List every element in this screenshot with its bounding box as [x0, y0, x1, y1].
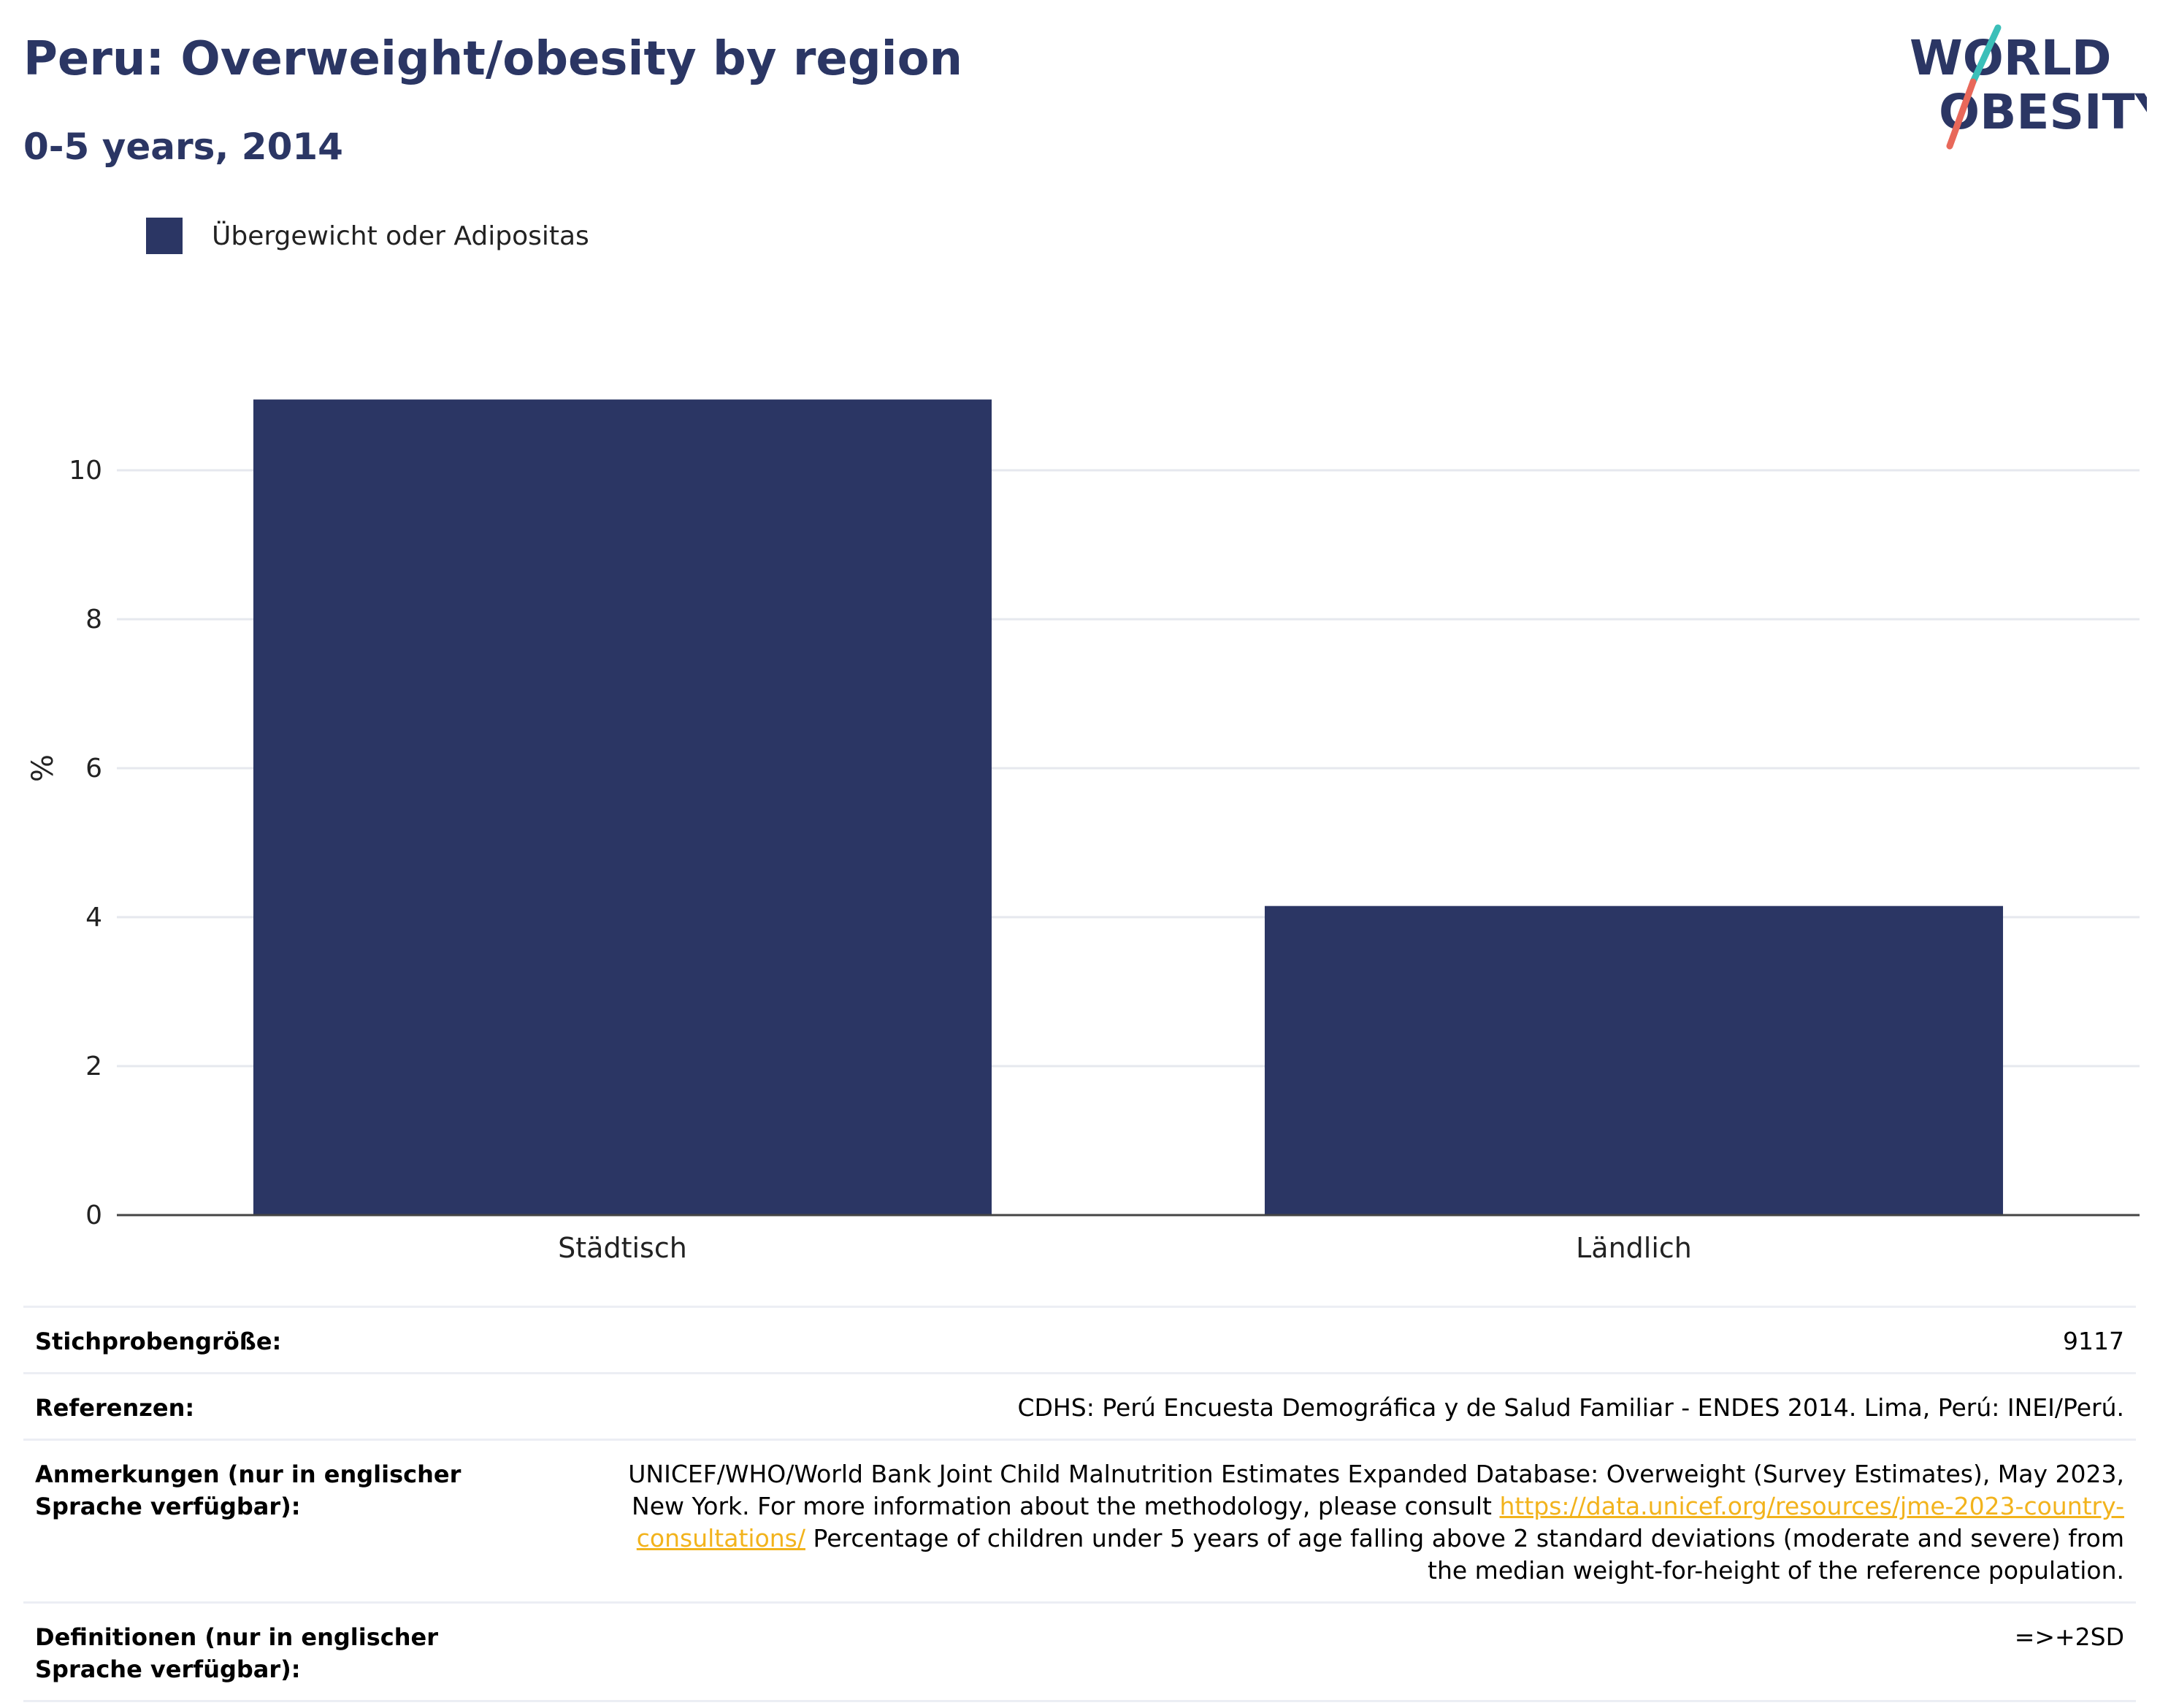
info-row-notes: Anmerkungen (nur in englischer Sprache v…: [23, 1439, 2136, 1601]
references-value: CDHS: Perú Encuesta Demográfica y de Sal…: [1017, 1393, 2124, 1422]
bar: [253, 399, 992, 1215]
definitions-value: =>+2SD: [2014, 1623, 2124, 1651]
chart-subtitle: 0-5 years, 2014: [23, 126, 343, 168]
notes-text-2: Percentage of children under 5 years of …: [813, 1524, 2125, 1585]
y-tick-label: 4: [85, 903, 102, 932]
logo-word-world: WORLD: [1910, 30, 2112, 86]
bar-chart: 0 2 4 6 8 10 Städtisch Ländlich%: [26, 399, 2140, 1264]
notes-value: UNICEF/WHO/World Bank Joint Child Malnut…: [605, 1458, 2124, 1587]
legend[interactable]: Übergewicht oder Adipositas: [146, 218, 589, 254]
logo-slash-bottom: [1946, 78, 1977, 150]
notes-text-1: UNICEF/WHO/World Bank Joint Child Malnut…: [628, 1460, 2124, 1520]
sample-size-label: Stichprobengröße:: [35, 1328, 282, 1355]
x-tick-label: Ländlich: [1576, 1232, 1692, 1264]
bar: [1264, 905, 2004, 1215]
y-tick-label: 6: [85, 754, 102, 784]
legend-swatch: [146, 218, 183, 254]
legend-label: Übergewicht oder Adipositas: [212, 221, 589, 251]
info-row-references: Referenzen: CDHS: Perú Encuesta Demográf…: [23, 1372, 2136, 1439]
y-tick-label: 0: [85, 1200, 102, 1230]
notes-label: Anmerkungen (nur in englischer Sprache v…: [35, 1460, 462, 1520]
notes-link[interactable]: https://data.unicef.org/resources/jme-20…: [636, 1492, 2124, 1552]
x-tick-label: Städtisch: [558, 1232, 687, 1264]
info-table: Stichprobengröße: 9117 Referenzen: CDHS:…: [23, 1306, 2136, 1702]
y-tick-label: 2: [85, 1052, 102, 1081]
y-tick-label: 10: [69, 456, 102, 486]
y-tick-label: 8: [85, 605, 102, 635]
y-axis-label: %: [26, 754, 60, 782]
info-row-sample-size: Stichprobengröße: 9117: [23, 1306, 2136, 1372]
references-label: Referenzen:: [35, 1394, 195, 1422]
sample-size-value: 9117: [2063, 1327, 2124, 1355]
info-row-definitions: Definitionen (nur in englischer Sprache …: [23, 1601, 2136, 1702]
world-obesity-logo: WORLD OBESITY: [1910, 24, 2147, 150]
definitions-label: Definitionen (nur in englischer Sprache …: [35, 1623, 438, 1683]
logo-slash-top: [1969, 24, 2002, 85]
logo-word-obesity: OBESITY: [1939, 84, 2147, 140]
chart-title: Peru: Overweight/obesity by region: [23, 32, 963, 86]
